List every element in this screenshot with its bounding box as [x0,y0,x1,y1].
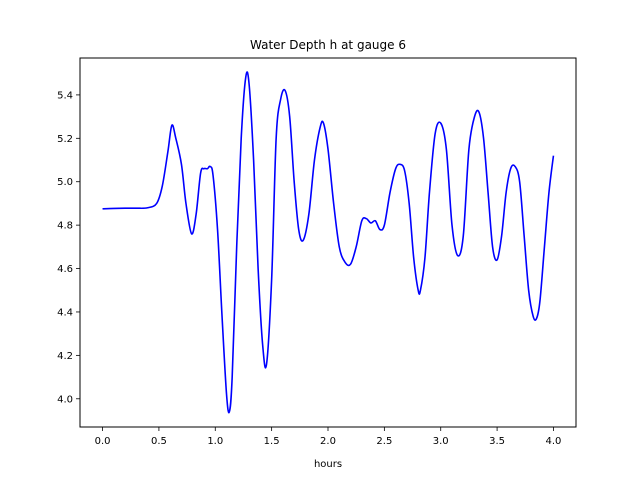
y-tick-label: 5.0 [57,177,73,188]
y-tick-label: 4.6 [57,264,73,275]
x-tick-label: 2.0 [320,436,336,447]
plot-area [102,71,555,414]
series-line-0 [102,71,555,414]
y-tick-label: 4.4 [57,307,73,318]
y-axis-ticks: 4.0 4.2 4.4 4.6 4.8 5.0 5.2 5.4 [57,90,80,405]
x-tick-label: 1.0 [207,436,223,447]
y-tick-label: 4.0 [57,394,73,405]
x-tick-label: 4.0 [546,436,562,447]
x-axis-ticks: 0.0 0.5 1.0 1.5 2.0 2.5 3.0 3.5 4.0 [95,427,562,447]
plot-frame [79,57,577,428]
x-tick-label: 0.0 [95,436,111,447]
y-tick-label: 4.2 [57,351,73,362]
y-tick-label: 5.4 [57,90,73,101]
x-tick-label: 3.0 [433,436,449,447]
chart-title: Water Depth h at gauge 6 [250,38,406,52]
x-tick-label: 3.5 [489,436,505,447]
x-axis-label: hours [314,459,342,470]
x-tick-label: 1.5 [264,436,280,447]
x-tick-label: 0.5 [151,436,167,447]
x-tick-label: 2.5 [376,436,392,447]
y-tick-label: 4.8 [57,221,73,232]
y-tick-label: 5.2 [57,134,73,145]
